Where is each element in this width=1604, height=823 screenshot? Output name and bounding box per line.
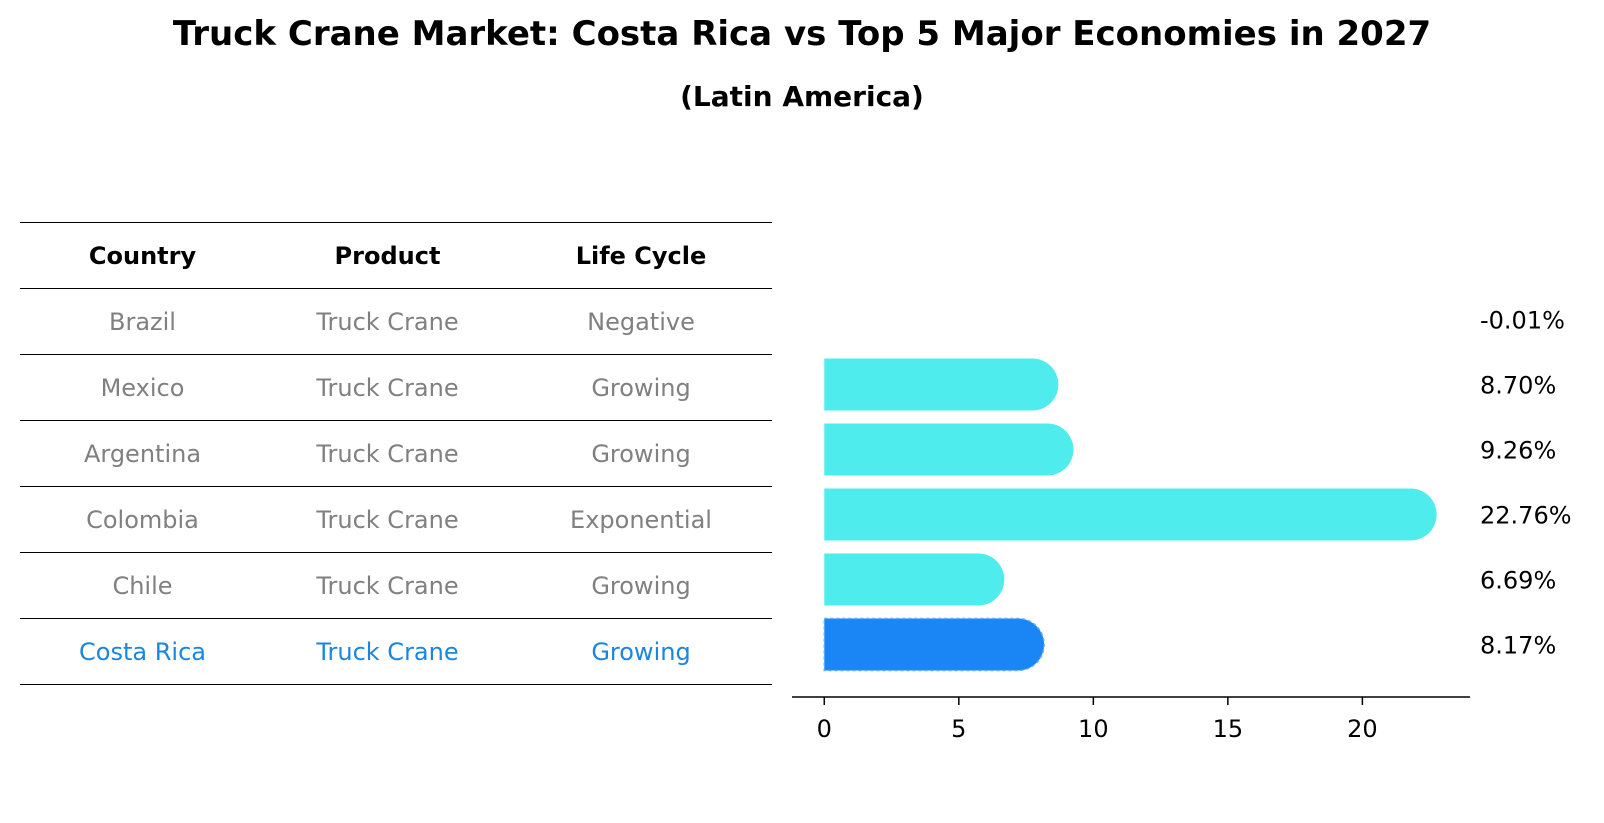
cell-product: Truck Crane	[265, 618, 510, 685]
bar-chile	[824, 553, 1005, 606]
chart-title: Truck Crane Market: Costa Rica vs Top 5 …	[172, 14, 1432, 54]
chart-subtitle: (Latin America)	[680, 80, 924, 113]
x-tick-label: 20	[1347, 715, 1378, 743]
table-row: Brazil Truck Crane Negative	[20, 288, 772, 355]
bar-colombia	[824, 488, 1437, 541]
table-row: Colombia Truck Crane Exponential	[20, 486, 772, 553]
table-row: Mexico Truck Crane Growing	[20, 354, 772, 421]
x-tick-label: 15	[1213, 715, 1244, 743]
value-label: 22.76%	[1480, 502, 1572, 530]
bar-mexico	[824, 358, 1059, 411]
table-row: Chile Truck Crane Growing	[20, 552, 772, 619]
value-label: 8.70%	[1480, 372, 1556, 400]
value-label: 8.17%	[1480, 632, 1556, 660]
x-tick-label: 5	[951, 715, 966, 743]
cell-product: Truck Crane	[265, 552, 510, 619]
cell-life-cycle: Exponential	[510, 486, 772, 553]
cell-life-cycle: Growing	[510, 420, 772, 487]
cell-product: Truck Crane	[265, 288, 510, 355]
header-product: Product	[265, 222, 510, 289]
header-country: Country	[20, 222, 265, 289]
value-label: -0.01%	[1480, 307, 1565, 335]
cell-country: Costa Rica	[20, 618, 265, 685]
x-tick-label: 10	[1078, 715, 1109, 743]
cell-country: Argentina	[20, 420, 265, 487]
cell-country: Colombia	[20, 486, 265, 553]
x-tick-label: 0	[817, 715, 832, 743]
cell-country: Brazil	[20, 288, 265, 355]
table-row: Argentina Truck Crane Growing	[20, 420, 772, 487]
value-label: 9.26%	[1480, 437, 1556, 465]
cell-life-cycle: Growing	[510, 552, 772, 619]
cell-product: Truck Crane	[265, 354, 510, 421]
cell-life-cycle: Negative	[510, 288, 772, 355]
table-row-highlight: Costa Rica Truck Crane Growing	[20, 618, 772, 685]
header-life-cycle: Life Cycle	[510, 222, 772, 289]
cell-product: Truck Crane	[265, 420, 510, 487]
table-header-row: Country Product Life Cycle	[20, 222, 772, 289]
cell-life-cycle: Growing	[510, 354, 772, 421]
cell-product: Truck Crane	[265, 486, 510, 553]
bar-costa-rica	[823, 617, 1045, 672]
market-table: Country Product Life Cycle Brazil Truck …	[20, 222, 772, 685]
bar-argentina	[824, 423, 1074, 476]
cell-life-cycle: Growing	[510, 618, 772, 685]
cell-country: Mexico	[20, 354, 265, 421]
cell-country: Chile	[20, 552, 265, 619]
value-label: 6.69%	[1480, 567, 1556, 595]
